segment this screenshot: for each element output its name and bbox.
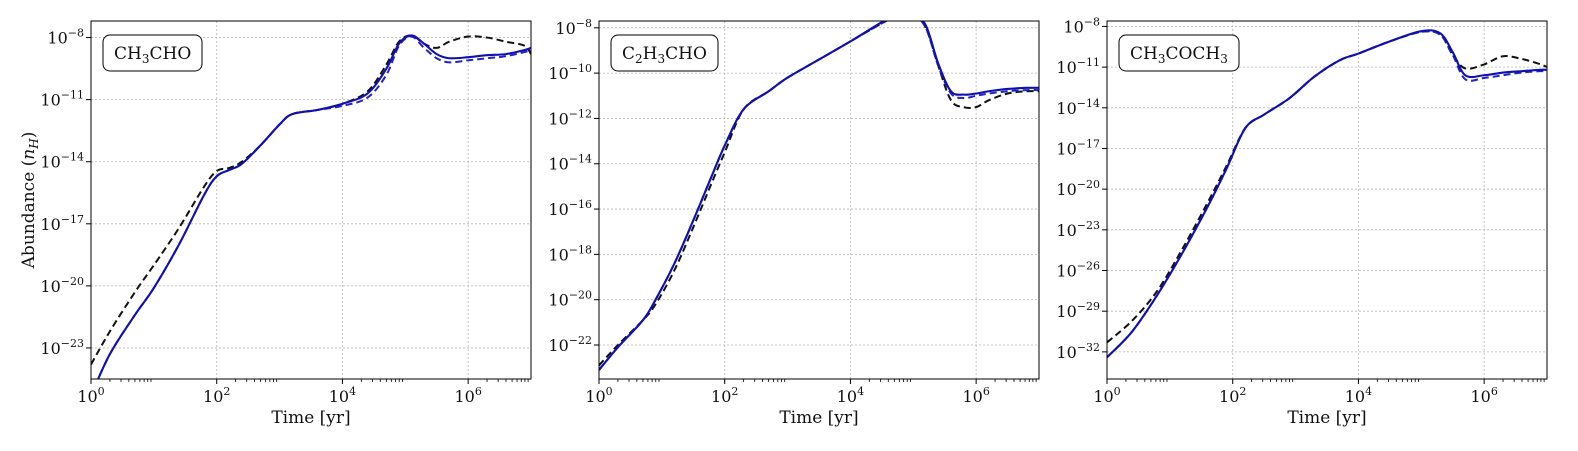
y-tick-label: 10−14	[40, 151, 84, 172]
species-label-box: C2H3CHO	[610, 34, 719, 72]
y-tick-label: 10−20	[548, 289, 592, 310]
label-part: CHO	[149, 44, 191, 64]
chart-panel-2: 100 102 104 106 10−22 10−20 10−18 10−16 10−14 10−…	[548, 17, 1040, 428]
x-tick-label: 100	[77, 385, 104, 406]
y-tick-label: 10−18	[548, 243, 592, 264]
label-frame	[102, 34, 203, 72]
y-tick-label: 10−8	[1063, 15, 1100, 36]
y-axis-label: Abundance (nH)	[19, 132, 41, 270]
x-tick-label: 106	[454, 385, 481, 406]
chart-panel-3: 100 102 104 106 10−32 10−29 10−26 10−23 10−20 10−…	[1056, 15, 1548, 428]
y-tick-label: 10−11	[40, 89, 84, 110]
x-tick-label: 102	[1219, 385, 1246, 406]
y-tick-label: 10−32	[1056, 341, 1100, 362]
x-tick-label: 100	[1093, 385, 1120, 406]
y-tick-label: 10−22	[548, 334, 592, 355]
y-tick-label: 10−10	[548, 62, 592, 83]
plot-frame	[598, 20, 1040, 380]
plot-frame	[90, 20, 532, 380]
label-subscript: 3	[1220, 52, 1228, 66]
x-tick-label: 102	[711, 385, 738, 406]
label-part: CHO	[665, 44, 707, 64]
x-axis-label: Time [yr]	[1287, 408, 1366, 428]
species-label: CH3COCH3​	[1130, 44, 1228, 66]
label-subscript: 3	[142, 52, 150, 66]
chart-panel-1: 100 102 104 106 10−23 10−20 10−17 10−14 10−11 10−…	[40, 20, 532, 428]
series-line-3	[1107, 29, 1547, 359]
series-line-2	[1107, 30, 1547, 359]
label-frame	[610, 34, 719, 72]
y-tick-label: 10−11	[1056, 56, 1100, 77]
species-label: CH3CHO	[114, 44, 191, 66]
x-axis-label: Time [yr]	[271, 408, 350, 428]
y-tick-label: 10−14	[1056, 97, 1100, 118]
plot-frame	[1106, 20, 1548, 380]
x-tick-label: 104	[837, 385, 864, 406]
label-part: CH	[114, 44, 142, 64]
label-part: CH	[1130, 44, 1158, 64]
y-tick-label: 10−23	[40, 337, 84, 358]
species-label-box: CH3CHO	[102, 34, 203, 72]
label-subscript: 3	[657, 52, 665, 66]
series-line-1	[1107, 30, 1547, 344]
series-line-2	[97, 35, 531, 379]
y-tick-label: 10−8	[555, 17, 592, 38]
y-tick-label: 10−23	[1056, 219, 1100, 240]
y-tick-label: 10−20	[1056, 178, 1100, 199]
x-tick-label: 104	[329, 385, 356, 406]
y-tick-label: 10−12	[548, 107, 592, 128]
x-tick-label: 100	[585, 385, 612, 406]
label-subscript: 3	[1158, 52, 1166, 66]
y-tick-label: 10−26	[1056, 260, 1100, 281]
label-part: COCH	[1165, 44, 1220, 64]
label-part: C	[622, 44, 635, 64]
series-line-3	[599, 21, 1039, 371]
label-subscript: 2	[635, 52, 643, 66]
y-tick-label: 10−29	[1056, 300, 1100, 321]
species-label-box: CH3COCH3​	[1118, 34, 1240, 72]
x-tick-label: 102	[203, 385, 230, 406]
series-line-3	[96, 34, 531, 379]
y-tick-label: 10−17	[1056, 137, 1100, 158]
x-tick-label: 104	[1345, 385, 1372, 406]
x-tick-label: 106	[962, 385, 989, 406]
species-label: C2H3CHO	[622, 44, 707, 66]
y-tick-label: 10−20	[40, 275, 84, 296]
y-tick-label: 10−14	[548, 153, 592, 174]
label-part: H	[643, 44, 658, 64]
label-frame	[1118, 34, 1240, 72]
x-axis-label: Time [yr]	[779, 408, 858, 428]
y-tick-label: 10−17	[40, 213, 84, 234]
y-tick-label: 10−16	[548, 198, 592, 219]
x-tick-label: 106	[1470, 385, 1497, 406]
y-tick-label: 10−8	[47, 27, 84, 48]
series-line-1	[91, 34, 531, 366]
